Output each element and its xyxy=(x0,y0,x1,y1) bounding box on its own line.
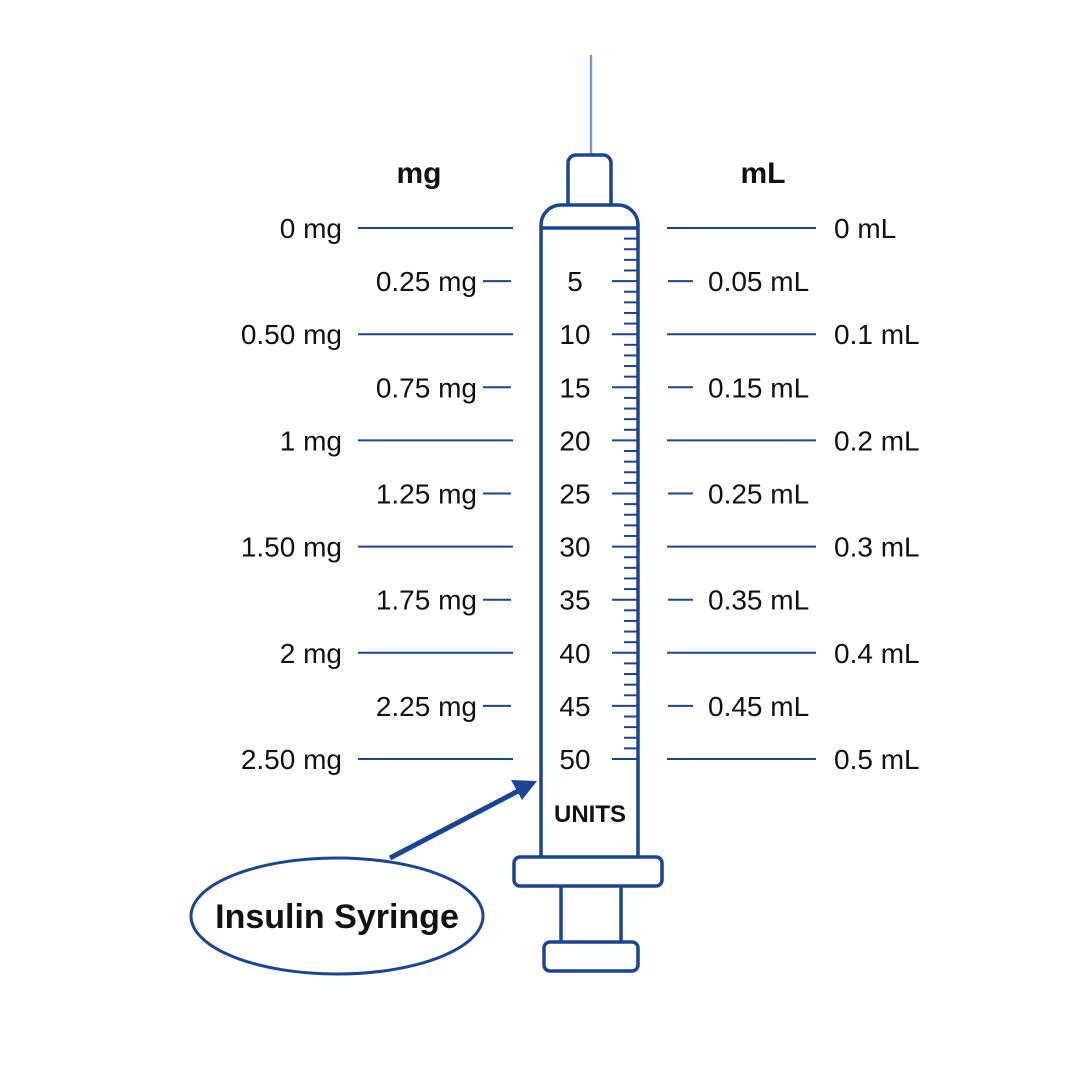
scale-row: 0 mg 0 mL xyxy=(280,213,897,244)
mg-label: 0 mg xyxy=(280,213,342,244)
callout-text: Insulin Syringe xyxy=(215,898,459,936)
ml-label: 0.5 mL xyxy=(834,744,920,775)
units-number: 50 xyxy=(559,744,590,775)
units-number: 35 xyxy=(559,585,590,616)
units-label: UNITS xyxy=(554,801,626,828)
ml-label: 0 mL xyxy=(834,213,896,244)
needle-hub xyxy=(566,153,613,205)
mg-label: 1 mg xyxy=(280,425,342,456)
scale-row: 1.75 mg 0.35 mL 35 xyxy=(376,585,809,616)
finger-flange xyxy=(512,855,664,888)
graduation-ticks xyxy=(612,237,637,760)
barrel xyxy=(539,203,640,857)
scale-row: 0.75 mg 0.15 mL 15 xyxy=(376,372,809,403)
scale-row: 2 mg 0.4 mL 40 xyxy=(280,638,920,669)
ml-label: 0.35 mL xyxy=(708,585,809,616)
mg-label: 1.50 mg xyxy=(241,532,342,563)
ml-label: 0.4 mL xyxy=(834,638,920,669)
syringe xyxy=(512,55,664,973)
plunger-rod xyxy=(559,886,623,942)
mg-header: mg xyxy=(397,157,442,190)
ml-label: 0.2 mL xyxy=(834,425,920,456)
ml-label: 0.15 mL xyxy=(708,372,809,403)
mg-label: 0.75 mg xyxy=(376,372,477,403)
arrow-head-icon xyxy=(511,780,537,800)
callout: Insulin Syringe xyxy=(189,780,537,976)
plunger-thumb-rest xyxy=(542,940,640,973)
scale-row: 2.50 mg 0.5 mL 50 xyxy=(241,744,920,775)
ml-label: 0.05 mL xyxy=(708,266,809,297)
scale-row: 1.25 mg 0.25 mL 25 xyxy=(376,479,809,510)
ml-label: 0.45 mL xyxy=(708,691,809,722)
mg-label: 1.25 mg xyxy=(376,479,477,510)
mg-label: 1.75 mg xyxy=(376,585,477,616)
scale-row: 1 mg 0.2 mL 20 xyxy=(280,425,920,456)
units-number: 10 xyxy=(559,319,590,350)
units-number: 45 xyxy=(559,691,590,722)
mg-label: 0.50 mg xyxy=(241,319,342,350)
units-number: 25 xyxy=(559,479,590,510)
units-number: 20 xyxy=(559,425,590,456)
scale-row: 2.25 mg 0.45 mL 45 xyxy=(376,691,809,722)
mg-label: 2.25 mg xyxy=(376,691,477,722)
scale-row: 0.50 mg 0.1 mL 10 xyxy=(241,319,920,350)
ml-label: 0.25 mL xyxy=(708,479,809,510)
scale-row: 0.25 mg 0.05 mL 5 xyxy=(376,266,809,297)
callout-arrow-line xyxy=(388,786,524,861)
units-number: 15 xyxy=(559,372,590,403)
ml-header: mL xyxy=(741,157,786,190)
callout-ellipse xyxy=(189,856,485,976)
units-number: 5 xyxy=(567,266,583,297)
mg-label: 0.25 mg xyxy=(376,266,477,297)
units-number: 40 xyxy=(559,638,590,669)
ml-label: 0.1 mL xyxy=(834,319,920,350)
mg-label: 2.50 mg xyxy=(241,744,342,775)
units-number: 30 xyxy=(559,532,590,563)
scale-row: 1.50 mg 0.3 mL 30 xyxy=(241,532,920,563)
mg-label: 2 mg xyxy=(280,638,342,669)
ml-label: 0.3 mL xyxy=(834,532,920,563)
